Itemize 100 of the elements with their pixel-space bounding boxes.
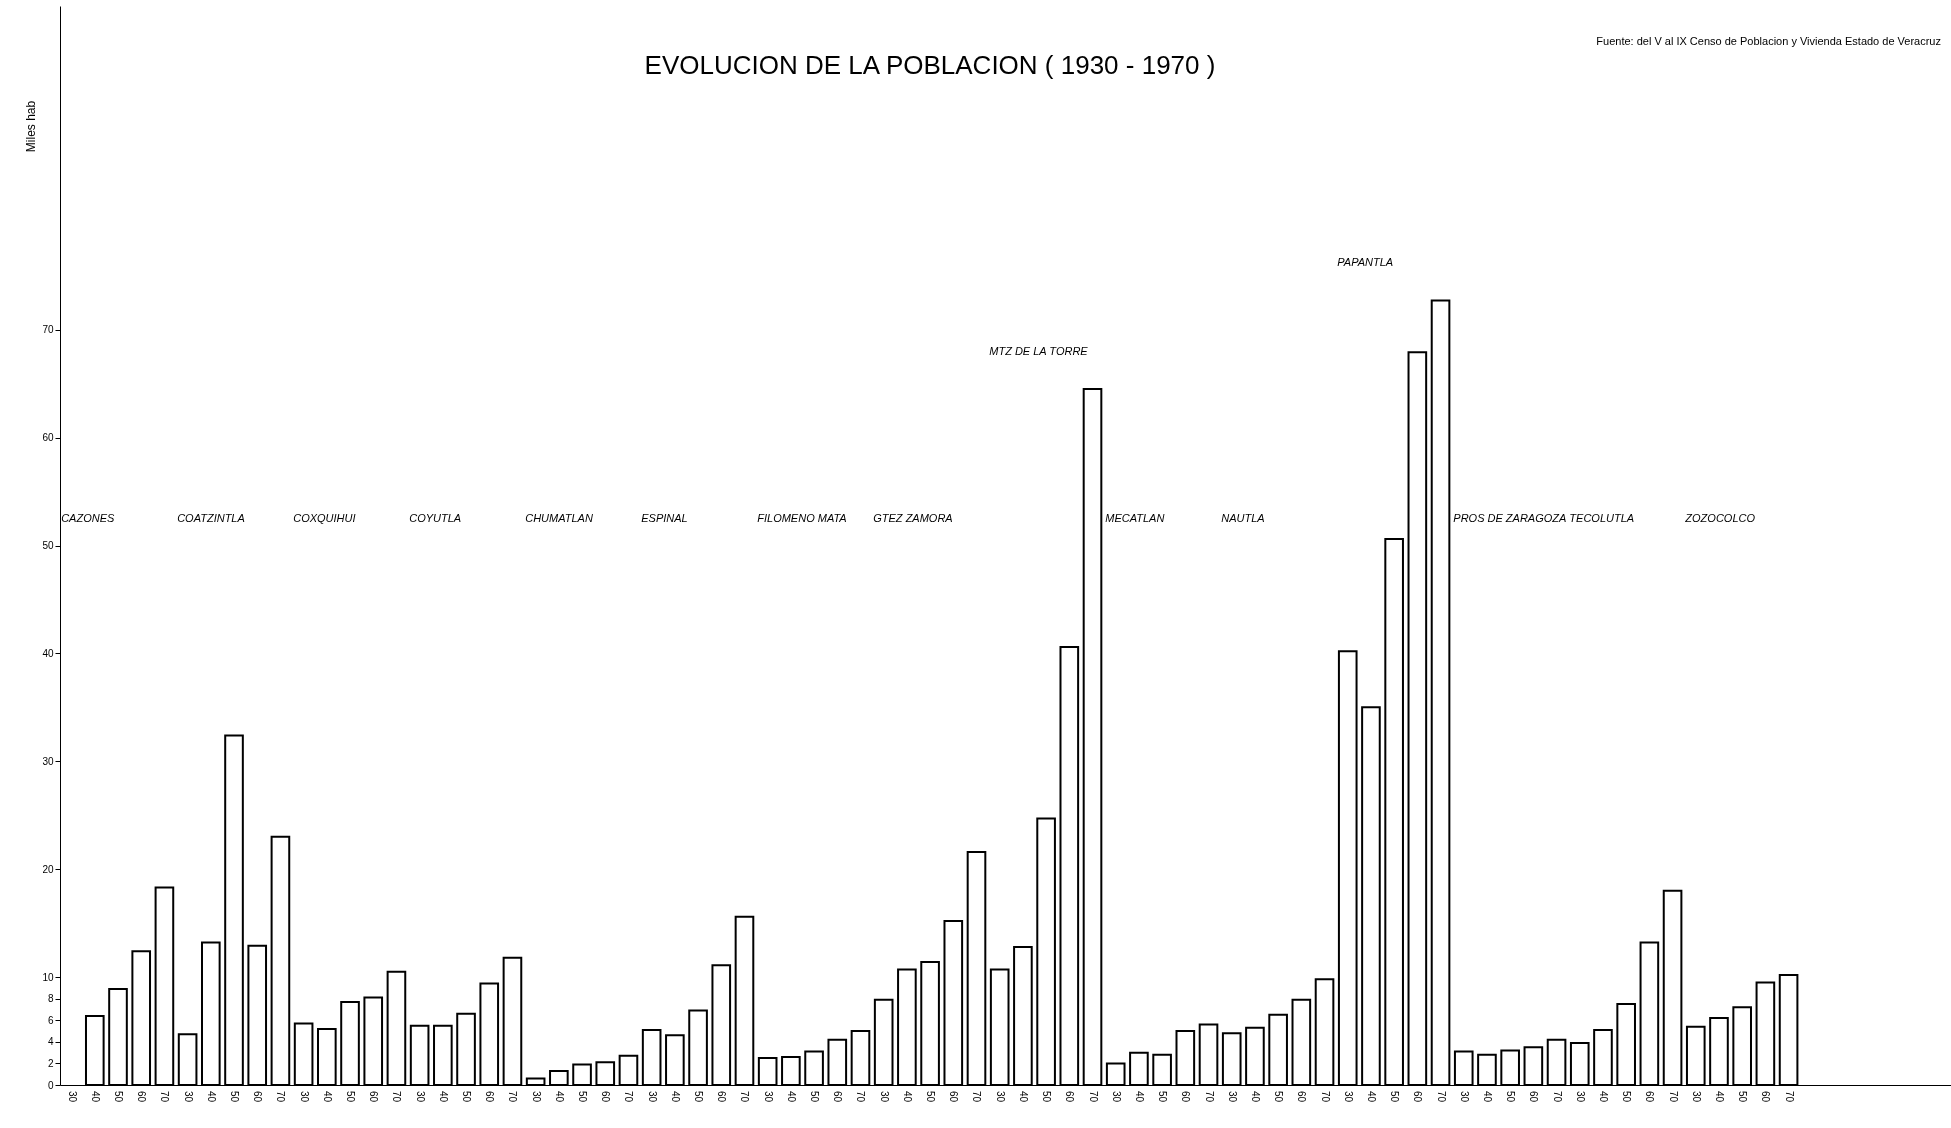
x-tick-label: 50 xyxy=(1505,1091,1517,1103)
x-tick-label: 30 xyxy=(762,1091,774,1103)
y-axis-title: Miles hab xyxy=(24,100,39,153)
annotation: CHUMATLAN xyxy=(525,511,593,524)
x-tick-label: 60 xyxy=(948,1091,960,1103)
x-tick-label: 30 xyxy=(1690,1091,1702,1103)
x-tick-label: 40 xyxy=(1713,1091,1725,1103)
x-tick-label: 60 xyxy=(1064,1091,1076,1103)
x-tick-label: 30 xyxy=(1226,1091,1238,1103)
x-tick-label: 50 xyxy=(113,1091,125,1103)
x-tick-label: 30 xyxy=(182,1091,194,1103)
x-tick-label: 30 xyxy=(66,1091,78,1103)
annotation: COATZINTLA xyxy=(177,511,245,524)
x-tick-label: 60 xyxy=(1644,1091,1656,1103)
x-tick-label: 50 xyxy=(1041,1091,1053,1103)
x-tick-label: 50 xyxy=(1737,1091,1749,1103)
x-tick-label: 50 xyxy=(345,1091,357,1103)
annotation: ESPINAL xyxy=(641,511,688,524)
x-tick-label: 60 xyxy=(832,1091,844,1103)
annotation: CAZONES xyxy=(61,511,115,524)
x-tick-label: 30 xyxy=(414,1091,426,1103)
x-tick-label: 30 xyxy=(1342,1091,1354,1103)
x-tick-label: 50 xyxy=(693,1091,705,1103)
x-tick-label: 70 xyxy=(159,1091,171,1103)
x-tick-label: 70 xyxy=(623,1091,635,1103)
x-tick-label: 30 xyxy=(530,1091,542,1103)
annotation: ZOZOCOLCO xyxy=(1684,511,1756,524)
y-tick-label: 6 xyxy=(47,1014,54,1026)
y-tick-label: 8 xyxy=(47,993,54,1005)
x-tick-label: 70 xyxy=(391,1091,403,1103)
x-tick-label: 30 xyxy=(878,1091,890,1103)
x-tick-label: 60 xyxy=(252,1091,264,1103)
x-tick-label: 60 xyxy=(716,1091,728,1103)
x-tick-label: 70 xyxy=(1667,1091,1679,1103)
x-tick-label: 60 xyxy=(1180,1091,1192,1103)
x-tick-label: 40 xyxy=(1017,1091,1029,1103)
x-tick-label: 40 xyxy=(321,1091,333,1103)
x-tick-label: 70 xyxy=(1203,1091,1215,1103)
x-tick-label: 60 xyxy=(600,1091,612,1103)
x-tick-label: 60 xyxy=(1296,1091,1308,1103)
x-tick-label: 60 xyxy=(1760,1091,1772,1103)
x-tick-label: 50 xyxy=(925,1091,937,1103)
x-tick-label: 30 xyxy=(298,1091,310,1103)
x-tick-label: 50 xyxy=(461,1091,473,1103)
y-tick-label: 10 xyxy=(42,971,54,983)
x-tick-label: 50 xyxy=(1389,1091,1401,1103)
x-tick-label: 40 xyxy=(1249,1091,1261,1103)
annotation: TECOLUTLA xyxy=(1569,511,1635,524)
x-tick-label: 70 xyxy=(275,1091,287,1103)
annotation: COYUTLA xyxy=(409,511,462,524)
y-tick-label: 50 xyxy=(42,540,54,551)
x-tick-label: 40 xyxy=(437,1091,449,1103)
annotation: PROS DE ZARAGOZA xyxy=(1453,511,1567,524)
x-tick-label: 50 xyxy=(1157,1091,1169,1103)
x-tick-label: 70 xyxy=(1435,1091,1447,1103)
x-tick-label: 60 xyxy=(1412,1091,1424,1103)
x-tick-label: 50 xyxy=(1621,1091,1633,1103)
x-tick-label: 40 xyxy=(1133,1091,1145,1103)
y-tick-label: 70 xyxy=(42,324,54,336)
y-tick-label: 2 xyxy=(47,1057,54,1069)
x-tick-label: 50 xyxy=(577,1091,589,1103)
x-tick-label: 30 xyxy=(646,1091,658,1103)
x-tick-label: 60 xyxy=(1528,1091,1540,1103)
x-tick-label: 40 xyxy=(1481,1091,1493,1103)
annotation: Fuente: del V al IX Censo de Poblacion y Vivienda Estado de Veracruz xyxy=(1596,35,1941,47)
x-tick-label: 40 xyxy=(901,1091,913,1103)
x-tick-label: 50 xyxy=(229,1091,241,1103)
x-tick-label: 30 xyxy=(994,1091,1006,1103)
x-tick-label: 60 xyxy=(368,1091,380,1103)
x-tick-label: 70 xyxy=(971,1091,983,1103)
y-tick-label: 40 xyxy=(42,647,54,659)
text: EVOLUCION DE LA POBLACION ( 1930 - 1970 ) xyxy=(644,50,1216,80)
x-tick-label: 70 xyxy=(1319,1091,1331,1103)
x-tick-label: 70 xyxy=(507,1091,519,1103)
x-tick-label: 40 xyxy=(205,1091,217,1103)
x-tick-label: 30 xyxy=(1574,1091,1586,1103)
x-tick-label: 70 xyxy=(855,1091,867,1103)
x-tick-label: 70 xyxy=(1551,1091,1563,1103)
x-tick-label: 50 xyxy=(1273,1091,1285,1103)
x-tick-label: 70 xyxy=(739,1091,751,1103)
x-tick-label: 60 xyxy=(136,1091,148,1103)
x-tick-label: 30 xyxy=(1110,1091,1122,1103)
x-tick-label: 40 xyxy=(553,1091,565,1103)
x-tick-label: 40 xyxy=(89,1091,101,1103)
x-tick-label: 40 xyxy=(1597,1091,1609,1103)
x-tick-label: 70 xyxy=(1087,1091,1099,1103)
y-tick-label: 4 xyxy=(47,1036,54,1048)
annotation: COXQUIHUI xyxy=(293,511,356,524)
y-tick-label: 20 xyxy=(42,863,54,875)
annotation: PAPANTLA xyxy=(1337,256,1394,269)
y-tick-label: 60 xyxy=(42,432,54,444)
annotation: MTZ DE LA TORRE xyxy=(989,344,1089,357)
x-tick-label: 30 xyxy=(1458,1091,1470,1103)
annotation: GTEZ ZAMORA xyxy=(873,511,953,524)
annotation: FILOMENO MATA xyxy=(757,511,847,524)
x-tick-label: 60 xyxy=(484,1091,496,1103)
x-tick-label: 40 xyxy=(1365,1091,1377,1103)
x-tick-label: 50 xyxy=(809,1091,821,1103)
x-tick-label: 40 xyxy=(785,1091,797,1103)
y-tick-label: 30 xyxy=(42,755,54,767)
